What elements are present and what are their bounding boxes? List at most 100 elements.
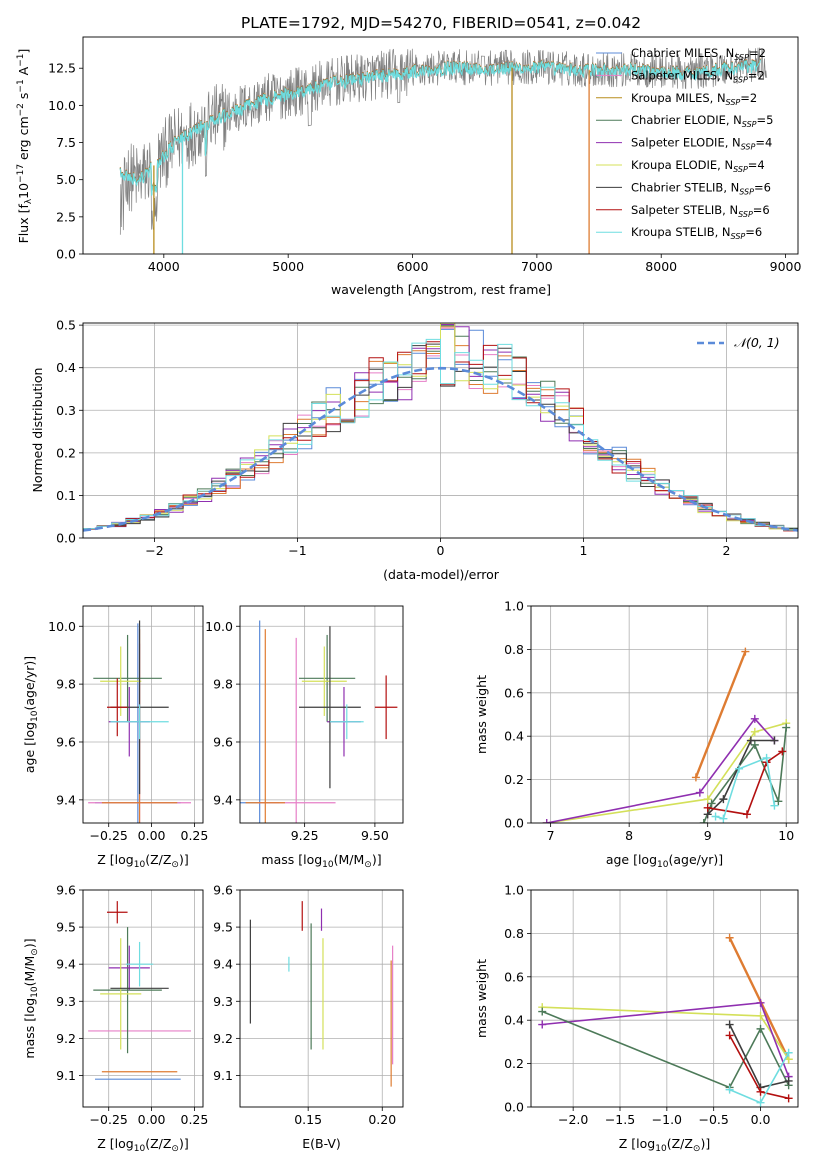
y-tick-label: 9.6 bbox=[56, 734, 76, 749]
mass-weight-point bbox=[725, 1031, 734, 1040]
mass-weight-point bbox=[711, 812, 720, 821]
y-tick-label: 0.8 bbox=[504, 642, 524, 657]
x-tick-label: 9000 bbox=[770, 259, 802, 274]
residuals-plot bbox=[83, 323, 798, 538]
mass-weight-point bbox=[735, 764, 744, 773]
mass-weight-point bbox=[725, 933, 734, 942]
x-tick-label: 5000 bbox=[272, 259, 304, 274]
y-tick-label: 0.0 bbox=[504, 1100, 524, 1115]
mass-weight-point bbox=[784, 1048, 793, 1057]
mass-weight-point bbox=[695, 788, 704, 797]
age_vs_Z-y-axis-label: age [log10(age/yr)] bbox=[22, 656, 40, 773]
age_vs_Z-plot bbox=[88, 620, 191, 823]
mass-weight-point bbox=[784, 1094, 793, 1103]
mass-weight-point bbox=[778, 747, 787, 756]
age_vs_Z-axes bbox=[79, 606, 203, 827]
y-tick-label: 0.0 bbox=[56, 531, 76, 546]
age_vs_mass-frame bbox=[239, 605, 404, 824]
model-spectrum-line bbox=[119, 59, 761, 196]
mass-weight-point bbox=[699, 819, 708, 823]
mass_vs_Z-axes bbox=[79, 889, 203, 1111]
mass-weight-point bbox=[756, 998, 765, 1007]
x-tick-label: 0.0 bbox=[751, 1112, 771, 1127]
x-tick-label: 0.25 bbox=[181, 828, 209, 843]
y-tick-label: 1.0 bbox=[504, 883, 524, 898]
x-tick-label: −1.0 bbox=[652, 1112, 682, 1127]
x-tick-label: 0.25 bbox=[181, 1112, 209, 1127]
y-tick-label: 0.0 bbox=[504, 816, 524, 831]
y-tick-label: 9.5 bbox=[213, 920, 233, 935]
mass-weight-series-line bbox=[707, 739, 775, 815]
x-tick-label: 8 bbox=[625, 828, 633, 843]
mass_weight_vs_age-y-axis-label: mass weight bbox=[474, 675, 489, 754]
legend-label: Kroupa ELODIE, NSSP=4 bbox=[631, 158, 765, 174]
mass-weight-point bbox=[770, 801, 779, 810]
x-tick-label: −2.0 bbox=[558, 1112, 588, 1127]
mass-weight-point bbox=[707, 799, 716, 808]
mass-weight-series-line bbox=[729, 1052, 790, 1104]
age_vs_mass-axes bbox=[236, 606, 403, 827]
spectrum-y-axis-label: Flux [fλ10−17 erg cm−2 s−1 A−1] bbox=[16, 49, 34, 244]
mass-weight-point bbox=[782, 723, 791, 732]
age_vs_Z-frame bbox=[82, 605, 204, 824]
x-tick-label: 0 bbox=[437, 543, 445, 558]
y-tick-label: 0.2 bbox=[504, 1056, 524, 1071]
y-tick-label: 10.0 bbox=[48, 98, 76, 113]
figure-title: PLATE=1792, MJD=54270, FIBERID=0541, z=0… bbox=[241, 14, 641, 32]
x-tick-label: 1 bbox=[580, 543, 588, 558]
mass_weight_vs_Z-axes bbox=[527, 889, 798, 1111]
y-tick-label: 10.0 bbox=[205, 619, 233, 634]
x-tick-label: 7000 bbox=[521, 259, 553, 274]
mass-weight-series-line bbox=[694, 651, 747, 778]
x-tick-label: −0.25 bbox=[90, 828, 128, 843]
y-tick-label: 9.5 bbox=[56, 920, 76, 935]
mass-weight-point bbox=[725, 1020, 734, 1029]
legend-label: Chabrier STELIB, NSSP=6 bbox=[631, 180, 771, 196]
y-tick-label: 0.4 bbox=[56, 360, 76, 375]
mass-weight-series-line bbox=[728, 1024, 789, 1089]
mass-weight-point bbox=[746, 736, 755, 745]
mass_vs_Z-x-axis-label: Z [log10(Z/Z⊙)] bbox=[97, 1136, 188, 1154]
x-tick-label: 4000 bbox=[148, 259, 180, 274]
residual-histogram-step bbox=[83, 338, 798, 538]
legend-label: Salpeter STELIB, NSSP=6 bbox=[631, 203, 770, 219]
mass-weight-point bbox=[719, 814, 728, 823]
age_vs_Z-x-axis-label: Z [log10(Z/Z⊙)] bbox=[97, 852, 188, 870]
x-tick-label: −2 bbox=[145, 543, 163, 558]
legend-label: Chabrier ELODIE, NSSP=5 bbox=[631, 113, 773, 129]
mass-weight-point bbox=[774, 797, 783, 806]
y-tick-label: 9.3 bbox=[213, 994, 233, 1009]
y-tick-label: 9.4 bbox=[56, 957, 76, 972]
spectrum-axes bbox=[79, 67, 786, 258]
y-tick-label: 0.8 bbox=[504, 926, 524, 941]
residuals-frame bbox=[82, 322, 799, 539]
mass_weight_vs_age-x-axis-label: age [log10(age/yr)] bbox=[606, 852, 723, 870]
mass-weight-point bbox=[725, 1085, 734, 1094]
y-tick-label: 9.1 bbox=[213, 1068, 233, 1083]
normal-distribution-curve bbox=[83, 366, 798, 532]
legend-label: 𝒩(0, 1) bbox=[734, 335, 780, 350]
mass_weight_vs_age-axes bbox=[527, 605, 798, 827]
mass-weight-series-line bbox=[542, 1006, 790, 1060]
x-tick-label: 6000 bbox=[397, 259, 429, 274]
mass-weight-point bbox=[756, 1011, 765, 1020]
x-tick-label: −0.5 bbox=[699, 1112, 729, 1127]
x-tick-label: 10 bbox=[778, 828, 794, 843]
mass_vs_ebv-frame bbox=[239, 889, 404, 1108]
mass-weight-point bbox=[538, 1007, 547, 1016]
y-tick-label: 0.0 bbox=[56, 247, 76, 262]
y-tick-label: 9.6 bbox=[213, 734, 233, 749]
y-tick-label: 0.3 bbox=[56, 403, 76, 418]
y-tick-label: 9.1 bbox=[56, 1068, 76, 1083]
mass_weight_vs_Z-x-axis-label: Z [log10(Z/Z⊙)] bbox=[619, 1136, 710, 1154]
mass-weight-point bbox=[538, 1020, 547, 1029]
y-tick-label: 0.2 bbox=[56, 445, 76, 460]
y-tick-label: 9.6 bbox=[56, 883, 76, 898]
y-tick-label: 9.3 bbox=[56, 994, 76, 1009]
mass_vs_ebv-axes bbox=[236, 889, 403, 1111]
x-tick-label: −1 bbox=[288, 543, 306, 558]
mass-weight-point bbox=[756, 1024, 765, 1033]
legend-label: Kroupa STELIB, NSSP=6 bbox=[631, 225, 762, 241]
age_vs_mass-plot bbox=[240, 620, 398, 823]
